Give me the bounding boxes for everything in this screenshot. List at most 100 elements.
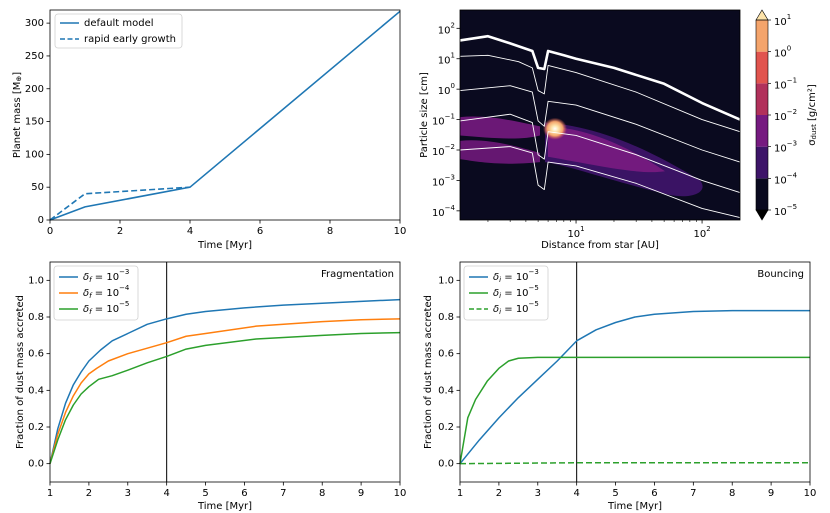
x-axis-label: Time [Myr] <box>197 501 252 512</box>
colorbar-tick-label-exp: −5 <box>787 203 797 211</box>
y-tick-label: 250 <box>25 51 44 62</box>
x-tick-label: 8 <box>327 226 333 237</box>
colorbar-label-sub: dust <box>810 124 818 140</box>
y-tick-label-base: 10 <box>432 177 445 188</box>
y-tick-label: 0.6 <box>28 349 44 360</box>
y-tick-label: 0.4 <box>438 385 454 396</box>
y-tick-label: 0.2 <box>28 422 44 433</box>
colorbar-tick-label-exp: −3 <box>787 140 797 148</box>
x-tick-label-base: 10 <box>567 229 580 240</box>
colorbar-tick-label: 10−3 <box>774 140 797 155</box>
legend-label: default model <box>84 18 154 29</box>
legend-label: δi = 10−3 <box>493 268 539 284</box>
legend-box <box>53 265 139 321</box>
legend-exponent: −3 <box>119 268 129 276</box>
size-curve <box>459 146 741 219</box>
y-tick-label: 0.0 <box>28 459 44 470</box>
legend-value: = 10 <box>92 304 119 315</box>
panel-bouncing: 1 2 3 4 5 6 7 8 9 10 0.0 0.2 0.4 0.6 0.8 1.0 Time [Myr] F… <box>423 261 817 512</box>
x-tick-label: 9 <box>768 488 774 499</box>
y-tick-label: 100 <box>438 82 455 97</box>
colorbar-segment <box>756 83 768 115</box>
y-axis-label: Planet mass [M⊕] <box>12 72 23 158</box>
legend-symbol: δ <box>83 272 89 283</box>
colorbar-tick-label-exp: −2 <box>787 108 797 116</box>
colorbar-tick-label-base: 10 <box>774 144 787 155</box>
legend-subscript: f <box>89 308 93 316</box>
legend-value: = 10 <box>501 272 528 283</box>
legend-exponent: −3 <box>529 268 539 276</box>
max-size-curve <box>459 34 741 121</box>
y-tick-label-exp: −4 <box>445 204 456 212</box>
y-axis-label-text: Planet mass [M <box>12 82 23 159</box>
x-tick-label: 10 <box>804 488 817 499</box>
legend-exponent: −5 <box>529 284 539 292</box>
colorbar-segment <box>756 115 768 147</box>
y-tick-label-exp: −3 <box>445 173 455 181</box>
legend-value: = 10 <box>92 288 119 299</box>
colorbar-extend-min <box>755 209 769 221</box>
x-tick-label: 6 <box>241 488 247 499</box>
legend-label: δi = 10−5 <box>493 300 539 316</box>
legend-symbol: δ <box>83 304 89 315</box>
colorbar-segment <box>756 146 768 179</box>
y-tick-label-exp: −2 <box>445 143 455 151</box>
x-axis-label: Time [Myr] <box>197 240 252 251</box>
y-axis-label-end: ] <box>12 72 23 76</box>
y-tick-label: 102 <box>438 21 455 36</box>
x-tick-label: 7 <box>690 488 696 499</box>
colorbar-tick-label-base: 10 <box>774 175 787 186</box>
colorbar-extend-max <box>755 9 769 21</box>
y-tick-label-base: 10 <box>432 208 445 219</box>
y-tick-label: 200 <box>25 84 44 95</box>
y-tick-label-base: 10 <box>438 25 451 36</box>
legend-subscript: i <box>499 308 501 316</box>
x-tick-label: 2 <box>117 226 123 237</box>
x-tick-label: 4 <box>573 488 579 499</box>
density-band-inner-low <box>460 140 540 164</box>
y-tick-label: 0.4 <box>28 385 44 396</box>
y-tick-label: 100 <box>25 149 44 160</box>
x-tick-label: 4 <box>163 488 169 499</box>
series-line <box>459 309 810 465</box>
legend-symbol: δ <box>493 272 499 283</box>
x-tick-label: 10 <box>394 226 407 237</box>
colorbar-tick-label-exp: −1 <box>787 76 797 84</box>
colorbar-tick-label: 10−5 <box>774 203 797 218</box>
colorbar-tick-label: 100 <box>774 45 791 60</box>
y-tick-label: 0.8 <box>28 312 44 323</box>
legend-subscript: i <box>499 276 501 284</box>
colorbar-tick-label: 10−1 <box>774 76 797 91</box>
colorbar-tick-label-exp: −4 <box>787 171 798 179</box>
legend-exponent: −4 <box>119 284 130 292</box>
x-tick-label: 3 <box>535 488 541 499</box>
plot-frame <box>49 9 401 221</box>
colorbar-segment <box>756 20 768 52</box>
colorbar-tick-label-exp: 0 <box>787 45 791 53</box>
x-tick-label-exp: 2 <box>706 225 710 233</box>
colorbar-tick-label-base: 10 <box>774 17 787 28</box>
x-tick-label: 1 <box>457 488 463 499</box>
x-tick-label: 3 <box>125 488 131 499</box>
legend-symbol: δ <box>493 288 499 299</box>
size-curve <box>459 113 741 193</box>
x-tick-label: 2 <box>496 488 502 499</box>
colorbar-tick-label-base: 10 <box>774 207 787 218</box>
y-tick-label-base: 10 <box>432 117 445 128</box>
colorbar-tick-label-base: 10 <box>774 80 787 91</box>
y-axis-label: Fraction of dust mass accreted <box>423 295 434 449</box>
x-tick-label: 4 <box>187 226 193 237</box>
legend-box <box>463 265 549 321</box>
y-tick-label-base: 10 <box>438 56 451 67</box>
y-tick-label: 1.0 <box>438 275 454 286</box>
legend-box <box>54 13 183 49</box>
density-band-outer-inner <box>548 126 665 173</box>
panel-fragmentation: 1 2 3 4 5 6 7 8 9 10 0.0 0.2 0.4 0.6 0.8 1.0 Time [Myr] F… <box>15 261 406 512</box>
y-tick-label: 0.0 <box>438 459 454 470</box>
y-tick-label-base: 10 <box>432 147 445 158</box>
y-tick-label-exp: −1 <box>445 113 455 121</box>
x-tick-label: 7 <box>280 488 286 499</box>
legend-label: δf = 10−3 <box>83 268 129 284</box>
y-tick-label-exp: 2 <box>451 21 455 29</box>
